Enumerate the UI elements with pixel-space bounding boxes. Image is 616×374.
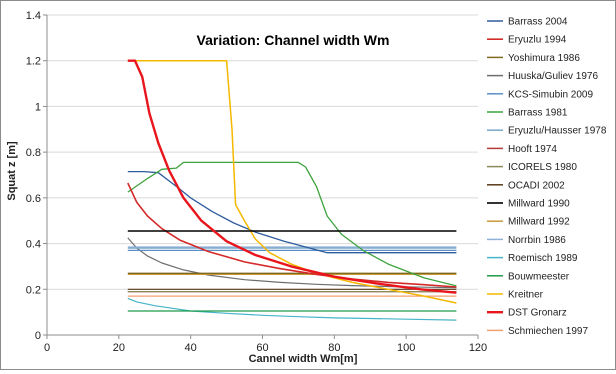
y-tick-label-6: 1.2 [26,56,41,68]
y-tick-label-5: 1 [35,101,41,113]
legend-label-barrass-2004: Barrass 2004 [508,17,568,28]
legend-label-millward-1992: Millward 1992 [508,217,570,228]
legend-label-eryuzlu-1994: Eryuzlu 1994 [508,35,567,46]
y-tick-label-7: 1.4 [26,10,41,22]
series-line-kreitner [127,59,457,304]
y-tick-label-2: 0.4 [26,239,41,251]
series-line-roemisch-1989 [127,297,457,321]
x-tick-label-0: 0 [44,342,50,354]
y-tick-label-4: 0.8 [26,147,41,159]
legend-label-barrass-1981: Barrass 1981 [508,108,568,119]
series-line-dst-gronarz [127,59,457,294]
legend-label-eryuzlu-hausser-1978: Eryuzlu/Hausser 1978 [508,126,607,137]
y-tick-label-0: 0 [35,330,41,342]
legend-label-roemisch-1989: Roemisch 1989 [508,253,578,264]
legend: Barrass 2004 Eryuzlu 1994 Yoshimura 1986 Hu… [487,17,607,337]
legend-label-huuska-guliev-1976: Huuska/Guliev 1976 [508,71,598,82]
y-tick-label-1: 0.2 [26,284,41,296]
legend-label-millward-1990: Millward 1990 [508,199,570,210]
x-axis-title: Cannel width Wm[m] [249,353,358,365]
legend-label-ocadi-2002: OCADI 2002 [508,180,565,191]
legend-label-schmiechen-1997: Schmiechen 1997 [508,326,588,337]
legend-label-icorels-1980: ICORELS 1980 [508,162,577,173]
y-tick-label-3: 0.6 [26,193,41,205]
x-tick-label-3: 60 [256,342,268,354]
legend-label-kcs-simubin-2009: KCS-Simubin 2009 [508,89,593,100]
legend-label-dst-gronarz: DST Gronarz [508,308,567,319]
x-tick-label-1: 20 [113,342,125,354]
legend-label-yoshimura-1986: Yoshimura 1986 [508,53,580,64]
axes: 0 0.2 0.4 0.6 0.8 1 1.2 1.4 0 20 40 60 80 100 120 [26,10,487,354]
legend-label-kreitner: Kreitner [508,290,544,301]
x-tick-label-6: 120 [469,342,487,354]
grid-lines [47,14,478,290]
legend-label-bouwmeester: Bouwmeester [508,271,570,282]
series-line-huuska-guliev-1976 [127,237,457,289]
series-line-barrass-2004 [127,170,457,254]
series-lines [127,59,457,321]
x-tick-label-4: 80 [328,342,340,354]
legend-label-norrbin-1986: Norrbin 1986 [508,235,566,246]
x-tick-label-2: 40 [185,342,197,354]
series-line-eryuzlu-1994 [127,182,457,288]
x-tick-label-5: 100 [397,342,415,354]
legend-label-hooft-1974: Hooft 1974 [508,144,557,155]
chart-title: Variation: Channel width Wm [197,32,390,48]
y-axis-title: Squat z [m] [6,141,18,201]
